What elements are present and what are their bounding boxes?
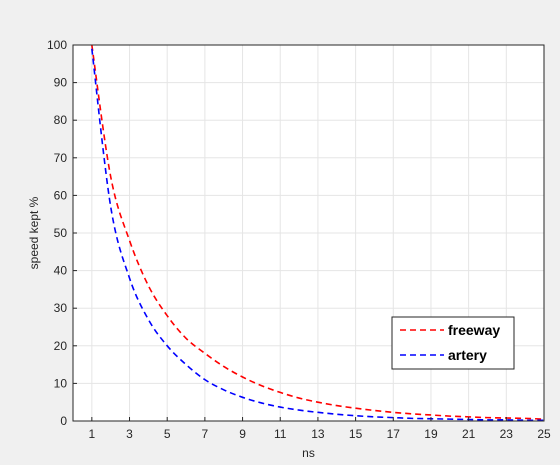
legend: freeway artery	[391, 316, 515, 370]
y-tick-label: 10	[54, 376, 68, 390]
y-tick-label: 30	[54, 301, 68, 315]
y-tick-label: 80	[54, 113, 68, 127]
x-tick-label: 23	[500, 427, 514, 441]
x-tick-label: 21	[462, 427, 476, 441]
x-tick-label: 11	[274, 427, 287, 441]
x-tick-label: 19	[424, 427, 438, 441]
x-tick-label: 7	[202, 427, 209, 441]
y-axis-label: speed kept %	[27, 196, 41, 269]
y-tick-label: 40	[54, 264, 68, 278]
x-axis: 1 3 5 7 9 11 13 15 17 19 21 23 25	[88, 417, 551, 441]
legend-label-artery: artery	[448, 347, 487, 363]
x-tick-label: 3	[126, 427, 133, 441]
x-tick-label: 17	[387, 427, 401, 441]
series-line-freeway	[91, 44, 545, 420]
y-tick-label: 20	[54, 339, 68, 353]
y-axis: 0 10 20 30 40 50 60 70 80 90 100	[47, 38, 77, 428]
x-tick-label: 15	[349, 427, 363, 441]
legend-label-freeway: freeway	[448, 322, 500, 338]
x-axis-label: ns	[302, 446, 315, 460]
y-tick-label: 50	[54, 226, 68, 240]
x-tick-label: 1	[88, 427, 95, 441]
y-tick-label: 0	[60, 414, 67, 428]
y-tick-label: 60	[54, 188, 68, 202]
y-tick-label: 90	[54, 76, 68, 90]
x-tick-label: 9	[239, 427, 246, 441]
y-tick-label: 70	[54, 151, 68, 165]
legend-box	[391, 316, 515, 370]
x-tick-label: 13	[311, 427, 325, 441]
x-tick-label: 25	[537, 427, 551, 441]
y-tick-label: 100	[47, 38, 67, 52]
x-tick-label: 5	[164, 427, 171, 441]
